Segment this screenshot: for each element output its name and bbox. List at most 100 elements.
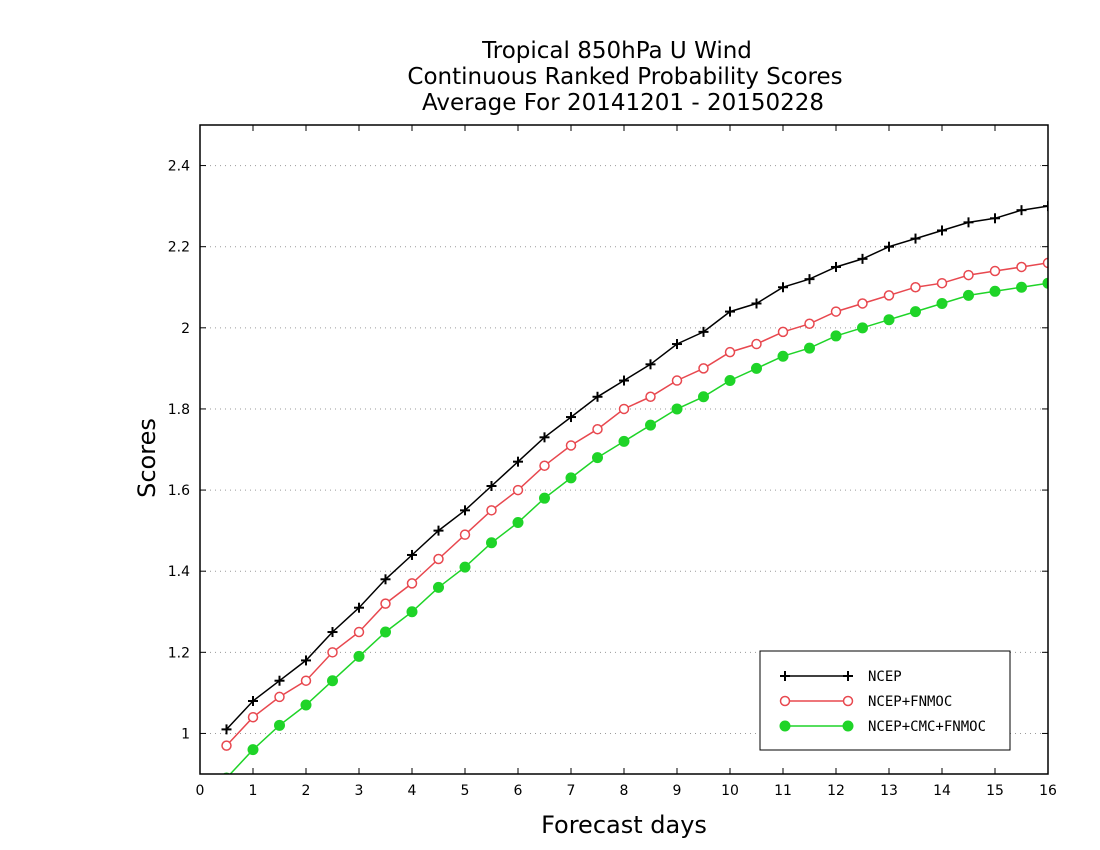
data-point	[327, 627, 338, 638]
data-point	[618, 435, 630, 447]
legend-entry: NCEP	[780, 669, 902, 685]
data-point	[433, 553, 444, 565]
series-lines	[221, 201, 1048, 774]
data-point	[300, 699, 312, 711]
data-point	[486, 505, 497, 516]
x-tick-label: 6	[514, 783, 523, 799]
legend-marker	[780, 671, 790, 681]
legend-label: NCEP+CMC+FNMOC	[868, 719, 986, 735]
data-point	[407, 549, 417, 560]
data-point	[380, 598, 391, 609]
data-point	[1042, 277, 1048, 289]
y-tick-label: 1.2	[168, 645, 190, 661]
data-point	[724, 375, 736, 387]
data-point	[433, 581, 444, 593]
chart-title-line-3: Average For 20141201 - 20150228	[422, 90, 824, 116]
data-point	[512, 517, 524, 529]
data-point	[433, 525, 444, 536]
data-point	[380, 574, 391, 585]
data-point	[274, 719, 285, 731]
data-point	[910, 233, 921, 244]
chart-title-line-2: Continuous Ranked Probability Scores	[407, 64, 842, 90]
legend-marker	[842, 695, 854, 707]
x-tick-label: 8	[620, 783, 629, 799]
data-point	[883, 314, 895, 326]
y-tick-label: 1.8	[168, 402, 190, 418]
data-point	[1016, 261, 1027, 273]
legend-label: NCEP+FNMOC	[868, 694, 952, 710]
data-point	[963, 269, 974, 281]
data-point	[778, 282, 788, 293]
data-point	[936, 297, 948, 309]
data-point	[857, 253, 868, 264]
data-point	[804, 318, 815, 330]
x-tick-label: 9	[673, 783, 682, 799]
data-point	[301, 655, 311, 666]
data-point	[459, 529, 471, 540]
data-point	[512, 484, 524, 496]
chart-title-line-1: Tropical 850hPa U Wind	[481, 38, 752, 64]
data-point	[804, 342, 815, 354]
y-tick-label: 2.4	[168, 159, 190, 175]
x-tick-label: 1	[249, 783, 258, 799]
x-tick-label: 12	[827, 783, 845, 799]
data-point	[1016, 205, 1027, 216]
data-point	[831, 261, 841, 272]
legend-marker	[779, 720, 791, 732]
data-point	[486, 537, 497, 549]
data-point	[539, 492, 550, 504]
data-point	[777, 326, 789, 338]
legend-marker	[779, 695, 791, 707]
x-tick-label: 11	[774, 783, 792, 799]
y-tick-label: 1.4	[168, 564, 190, 580]
chart-title: Tropical 850hPa U Wind Continuous Ranked…	[407, 38, 842, 116]
data-point	[460, 505, 470, 516]
y-axis-label: Scores	[133, 418, 161, 498]
data-point	[354, 602, 364, 613]
legend-entry: NCEP+FNMOC	[779, 694, 952, 710]
data-point	[698, 326, 709, 337]
data-point	[937, 225, 947, 236]
series-ncep-fnmoc	[221, 257, 1048, 751]
data-point	[353, 626, 365, 638]
data-point	[327, 647, 338, 658]
data-point	[406, 606, 418, 618]
data-point	[1043, 201, 1048, 212]
data-point	[300, 675, 312, 686]
data-point	[724, 346, 736, 358]
y-tick-label: 1	[181, 726, 190, 742]
x-tick-label: 3	[355, 783, 364, 799]
data-point	[327, 675, 338, 687]
gridlines	[200, 165, 1048, 734]
x-tick-label: 15	[986, 783, 1004, 799]
x-axis-label: Forecast days	[541, 811, 707, 839]
data-point	[671, 403, 683, 415]
data-point	[592, 423, 603, 435]
data-point	[751, 298, 762, 309]
data-point	[1042, 257, 1048, 269]
series-line	[225, 205, 1048, 730]
data-point	[248, 695, 258, 706]
series-ncep	[221, 201, 1048, 735]
data-point	[830, 330, 842, 342]
data-point	[857, 322, 868, 334]
data-point	[884, 241, 894, 252]
data-point	[513, 456, 523, 467]
data-point	[565, 472, 577, 484]
data-point	[221, 740, 232, 751]
data-point	[963, 289, 974, 301]
data-point	[539, 432, 550, 443]
data-point	[698, 363, 709, 374]
y-axis-ticks: 1 1.2 1.4 1.6 1.8 2 2.2 2.4	[168, 159, 1048, 742]
y-tick-label: 1.6	[168, 483, 190, 499]
data-point	[671, 375, 683, 386]
data-point	[883, 290, 895, 301]
data-point	[777, 350, 789, 362]
data-point	[910, 282, 921, 293]
data-point	[857, 298, 868, 309]
data-point	[989, 265, 1001, 277]
data-point	[645, 391, 656, 403]
data-point	[459, 561, 471, 573]
data-point	[274, 691, 285, 703]
